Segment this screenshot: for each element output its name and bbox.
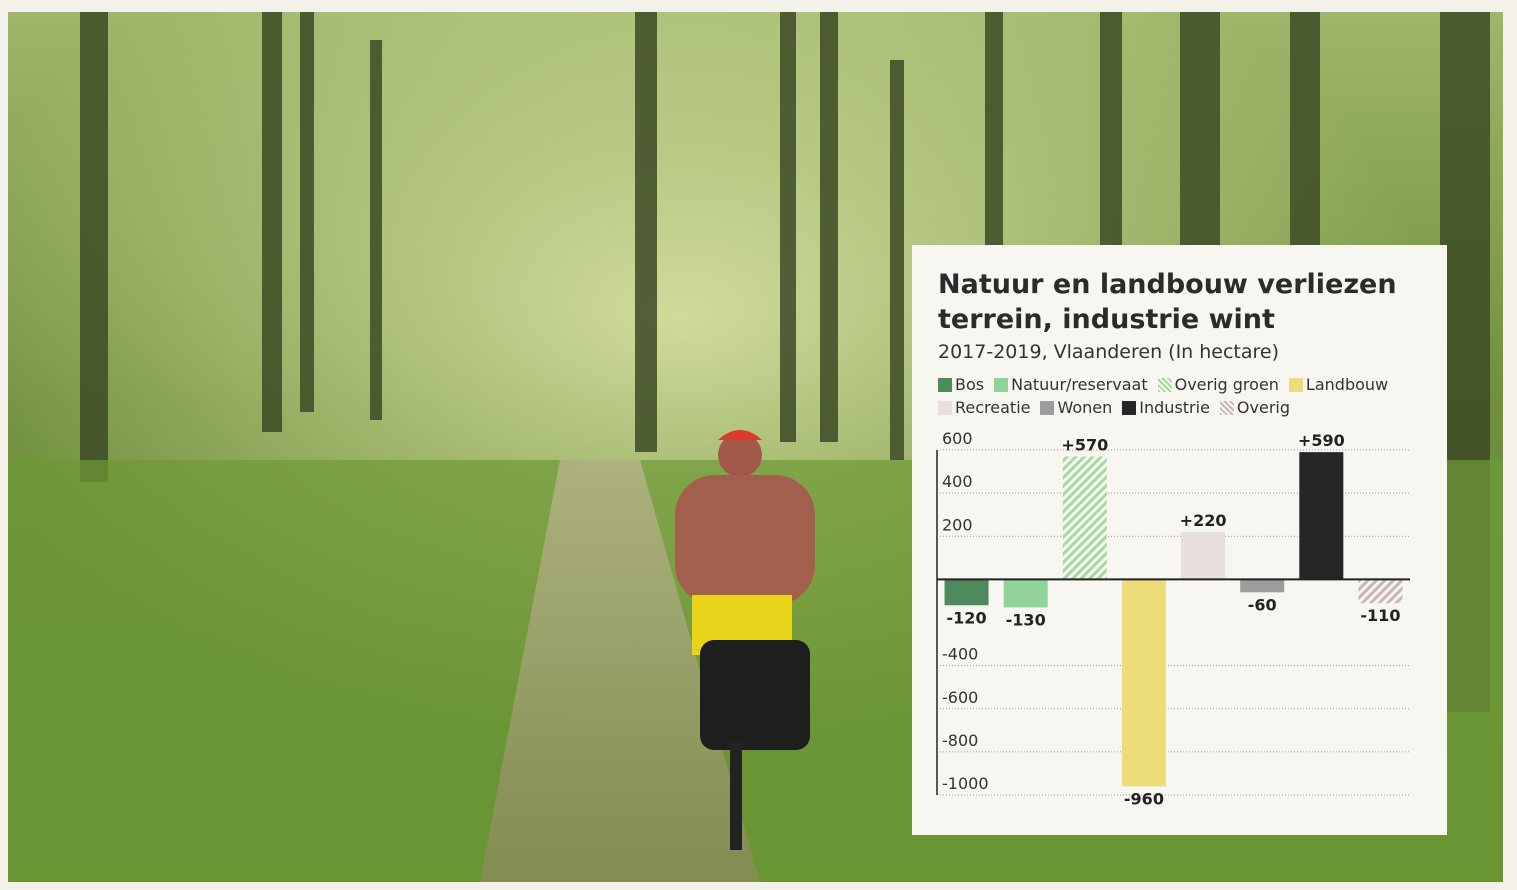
bar <box>1181 532 1225 579</box>
value-label: +590 <box>1298 431 1345 450</box>
chart: 600 400 200 -400 -600 -800 -1000 -120 -130 +570 -9… <box>912 245 1447 835</box>
y-tick-label: -1000 <box>942 774 989 793</box>
value-label: -120 <box>947 608 987 627</box>
y-tick-label: -600 <box>942 688 978 707</box>
value-label: +220 <box>1180 511 1227 530</box>
y-tick-label: 200 <box>942 515 973 534</box>
value-label: -60 <box>1248 595 1277 614</box>
bar <box>1122 579 1166 786</box>
y-tick-label: -800 <box>942 731 978 750</box>
bar <box>1240 579 1284 592</box>
y-tick-label: 600 <box>942 429 973 448</box>
y-tick-label: 400 <box>942 472 973 491</box>
newspaper-page: Natuur en landbouw verliezen terrein, in… <box>0 0 1517 890</box>
value-label: +570 <box>1061 435 1108 454</box>
bar <box>1299 452 1343 579</box>
value-label: -110 <box>1360 606 1400 625</box>
chart-panel: Natuur en landbouw verliezen terrein, in… <box>912 245 1447 835</box>
bar <box>1063 456 1107 579</box>
bar <box>1358 579 1402 603</box>
bar <box>945 579 989 605</box>
y-tick-label: -400 <box>942 645 978 664</box>
bar <box>1004 579 1048 607</box>
value-label: -960 <box>1124 789 1164 808</box>
value-label: -130 <box>1006 610 1046 629</box>
